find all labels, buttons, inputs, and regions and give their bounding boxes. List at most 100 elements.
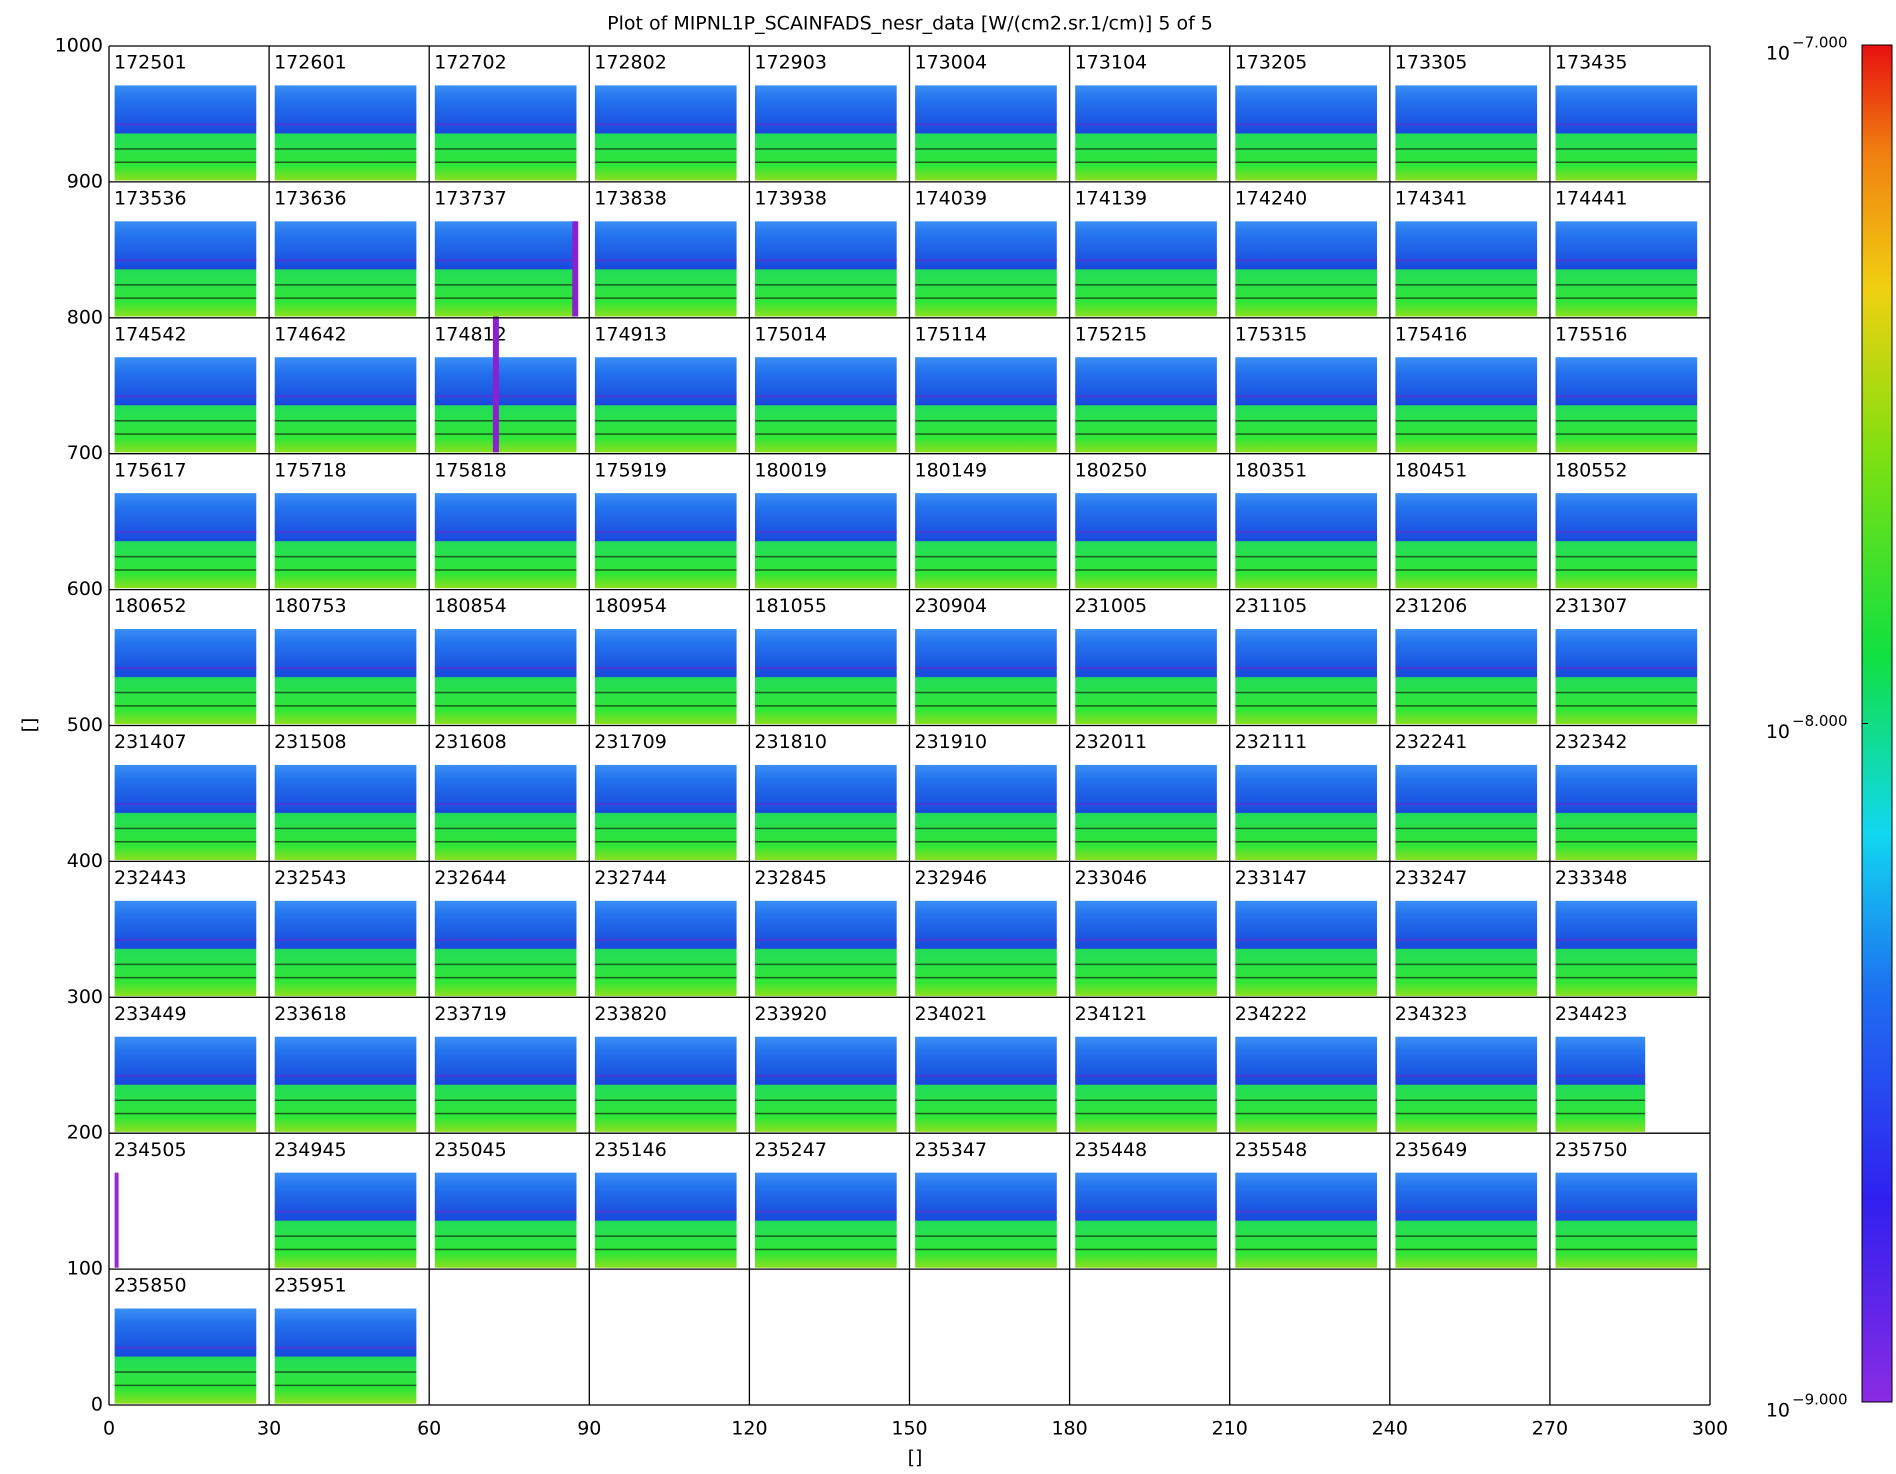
panel: 233449 [114, 1003, 257, 1132]
panel: 181055 [754, 595, 897, 725]
panel-label: 232011 [1075, 731, 1148, 753]
panel-image [594, 221, 737, 317]
panel-image-line [915, 555, 1057, 558]
panel-image-band [274, 1210, 417, 1213]
panel-image [1235, 629, 1377, 725]
panel-image [114, 1036, 257, 1132]
x-tick-label: 150 [891, 1418, 927, 1440]
panel-image-band [1235, 1074, 1377, 1077]
panel-image-line [1555, 1235, 1698, 1237]
panel-image [434, 629, 577, 725]
panel-image-line [114, 297, 257, 299]
panel-image [114, 493, 257, 589]
x-axis-label: [] [908, 1447, 923, 1469]
panel: 234505 [114, 1139, 187, 1268]
panel-label: 173205 [1235, 52, 1308, 74]
panel: 231508 [274, 731, 417, 861]
panel-image-line [1075, 419, 1217, 422]
panel-image [1395, 493, 1538, 589]
x-tick-label: 30 [257, 1418, 281, 1440]
panel-image-band [915, 395, 1057, 398]
panel: 232644 [434, 867, 577, 996]
panel-label: 232644 [434, 867, 507, 889]
panel-label: 233618 [274, 1003, 347, 1025]
panel-image-band [434, 259, 577, 262]
panel-label: 175818 [434, 459, 507, 481]
panel-image-line [1555, 1112, 1646, 1115]
panel-image-band [114, 259, 257, 262]
panel-image-band [434, 938, 577, 941]
panel-image-band [1075, 531, 1217, 534]
panel-image-line [1555, 841, 1698, 843]
panel-image-line [1555, 1099, 1646, 1101]
panel-image-line [1075, 569, 1217, 571]
panel-image-line [274, 976, 417, 979]
panel-image-line [1555, 284, 1698, 286]
panel-label: 235247 [754, 1139, 827, 1161]
y-tick-label: 700 [67, 442, 103, 464]
panel-image-line [434, 691, 577, 694]
panel-image [274, 85, 417, 181]
panel-image-band [1555, 123, 1698, 126]
panel-image-line [594, 1235, 737, 1237]
panel: 173435 [1555, 52, 1698, 181]
panel: 180019 [754, 459, 897, 589]
panel: 172501 [114, 52, 257, 181]
panel-label: 232443 [114, 867, 187, 889]
panel-image-line [1075, 148, 1217, 150]
panel-image-line [1075, 963, 1217, 966]
panel-image [1235, 493, 1377, 589]
panel-label: 231508 [274, 731, 347, 753]
panel: 172903 [754, 52, 897, 181]
panel-image-line [755, 161, 897, 164]
panel-image-line [755, 1248, 897, 1251]
panel-image-band [274, 1074, 417, 1077]
panel-image-band [114, 1346, 257, 1349]
panel-label: 174039 [915, 187, 988, 209]
panel: 231005 [1075, 595, 1217, 725]
panel-image-line [1235, 963, 1377, 966]
panel-image-band [1075, 123, 1217, 126]
panel-image [274, 221, 417, 317]
panel-label: 172702 [434, 52, 507, 74]
panel-label: 234222 [1235, 1003, 1308, 1025]
panel: 180854 [434, 595, 577, 725]
panel: 174341 [1395, 187, 1538, 317]
panel: 232111 [1235, 731, 1377, 861]
panel-label: 173305 [1395, 52, 1468, 74]
panel: 173938 [754, 187, 897, 317]
panel-image [434, 493, 577, 589]
panel-image-line [915, 1099, 1057, 1101]
panel-image-line [114, 1112, 257, 1115]
panel-image-line [1235, 297, 1377, 299]
y-axis-label: [] [19, 718, 41, 733]
panel-image-band [594, 1074, 737, 1077]
panel-label: 175215 [1075, 323, 1148, 345]
panel-image-line [1235, 284, 1377, 286]
panel-label: 180351 [1235, 459, 1308, 481]
panel-image-line [1395, 297, 1538, 299]
panel-image-line [114, 976, 257, 979]
panel-image-band [755, 667, 897, 670]
panel-image-line [1235, 419, 1377, 422]
panel-label: 232111 [1235, 731, 1308, 753]
panel-image [594, 493, 737, 589]
panel-image [755, 85, 897, 181]
panel-image [434, 900, 577, 996]
x-tick-label: 180 [1051, 1418, 1087, 1440]
panel-image [915, 900, 1057, 996]
panel: 180451 [1395, 459, 1538, 589]
panel-image [594, 900, 737, 996]
panel-label: 235649 [1395, 1139, 1468, 1161]
panel: 234423 [1555, 1003, 1646, 1132]
panel-image [274, 1308, 417, 1404]
panel-image-line [1075, 1248, 1217, 1251]
panel-image [1235, 764, 1377, 861]
panel-image [755, 493, 897, 589]
panel-image-line [434, 569, 577, 571]
panel-image-band [1395, 259, 1538, 262]
panel-image-band [594, 938, 737, 941]
panel: 233247 [1395, 867, 1538, 996]
panel-label: 174139 [1075, 187, 1148, 209]
y-tick-label: 500 [67, 714, 103, 736]
